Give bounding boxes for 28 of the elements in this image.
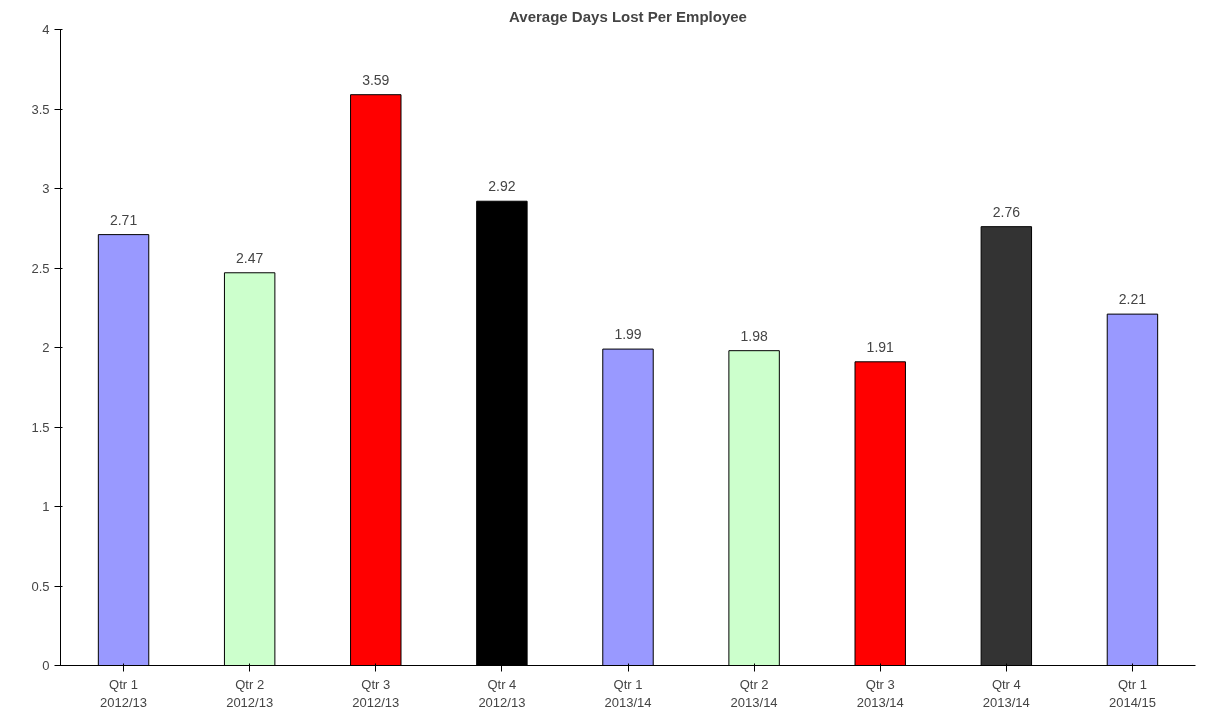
data-label: 2.71 bbox=[109, 211, 138, 228]
y-tick-label: 1 bbox=[42, 499, 50, 514]
y-tick-label: 4 bbox=[42, 22, 50, 37]
data-label: 2.92 bbox=[488, 178, 516, 195]
data-label: 1.91 bbox=[866, 338, 895, 355]
y-tick-label: 3.5 bbox=[31, 101, 50, 117]
x-tick-label: Qtr 1 2013/14 bbox=[604, 676, 652, 710]
y-tick-label: 2.5 bbox=[31, 260, 50, 276]
x-tick-label: Qtr 4 2012/13 bbox=[478, 676, 526, 710]
x-tick-label: Qtr 1 2014/15 bbox=[1108, 676, 1156, 710]
data-label: 2.76 bbox=[992, 203, 1021, 220]
y-tick-label: 0 bbox=[42, 658, 50, 673]
x-tick-label: Qtr 1 2012/13 bbox=[100, 676, 148, 710]
y-tick-label: 2 bbox=[42, 340, 50, 355]
data-label: 1.99 bbox=[614, 326, 642, 343]
y-tick-label: 1.5 bbox=[31, 419, 50, 435]
chart-title: Average Days Lost Per Employee bbox=[509, 7, 747, 25]
data-label: 3.59 bbox=[362, 71, 390, 88]
data-label: 2.47 bbox=[236, 249, 264, 266]
y-tick-label: 3 bbox=[42, 181, 50, 196]
x-tick-label: Qtr 4 2013/14 bbox=[982, 676, 1030, 710]
x-tick-label: Qtr 2 2012/13 bbox=[226, 676, 274, 710]
x-tick-label: Qtr 3 2013/14 bbox=[856, 676, 904, 710]
x-tick-label: Qtr 3 2012/13 bbox=[352, 676, 400, 710]
x-tick-label: Qtr 2 2013/14 bbox=[730, 676, 778, 710]
data-label: 2.21 bbox=[1118, 291, 1147, 308]
data-label: 1.98 bbox=[740, 327, 768, 344]
y-tick-label: 0.5 bbox=[31, 578, 50, 594]
